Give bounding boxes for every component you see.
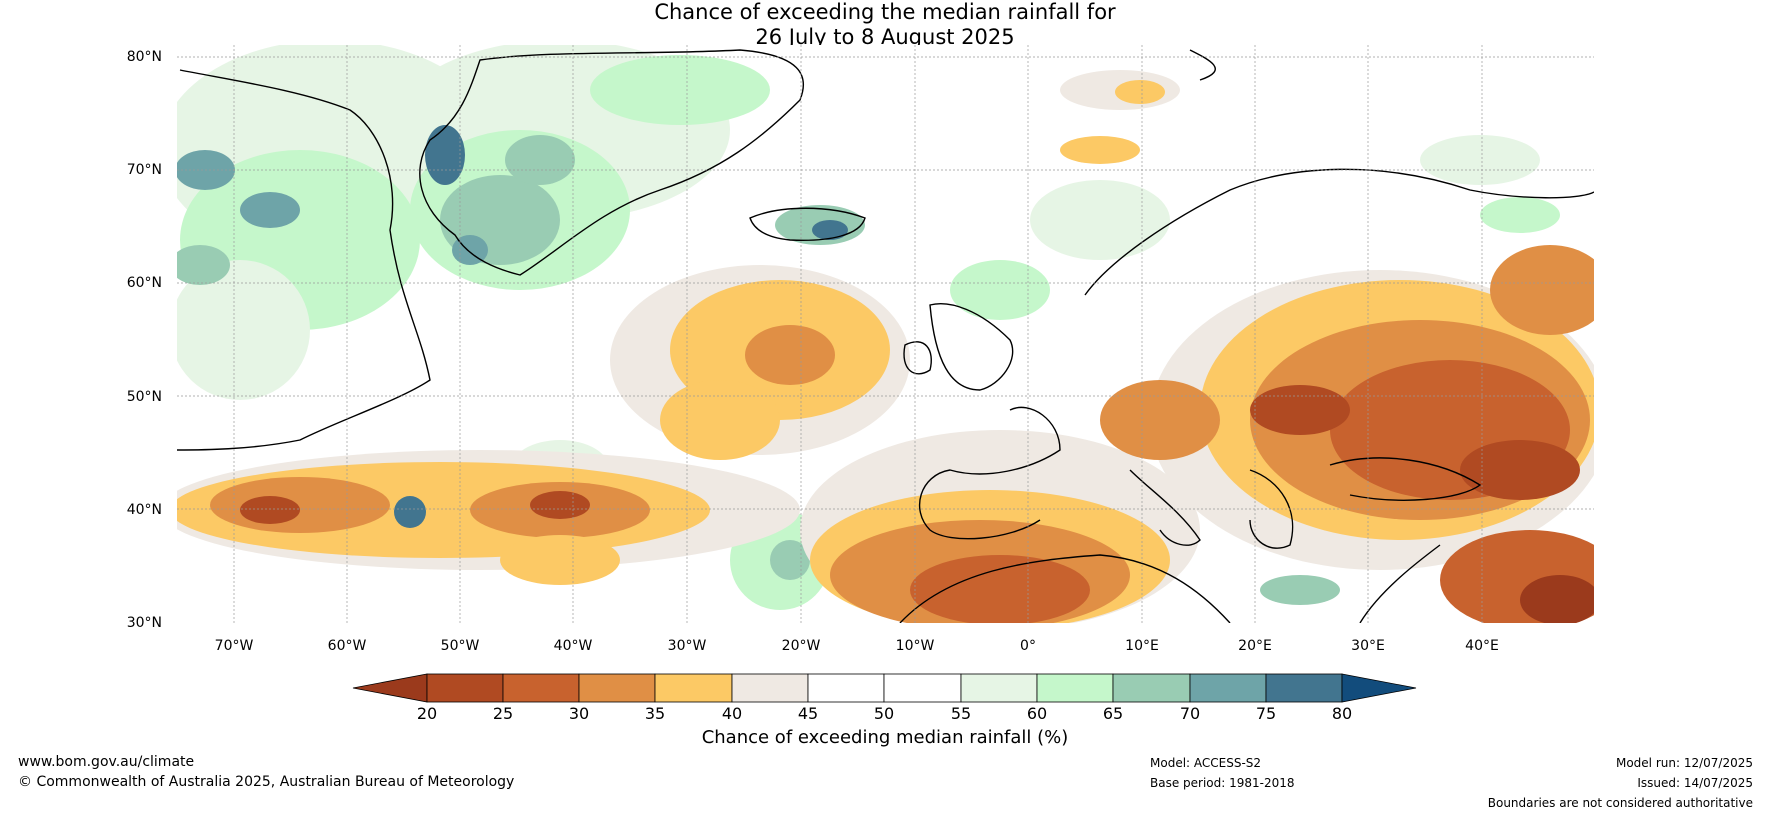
colorbar-bin-65-70	[1112, 673, 1191, 703]
footer-copyright: © Commonwealth of Australia 2025, Austra…	[18, 774, 515, 790]
colorbar-tick-65: 65	[1103, 704, 1123, 723]
colorbar-extend-low	[352, 673, 428, 703]
lon-label-40w: 40°W	[554, 638, 593, 654]
colorbar-bin-70-75	[1189, 673, 1267, 703]
lon-label-70w: 70°W	[215, 638, 254, 654]
map-title: Chance of exceeding the median rainfall …	[0, 0, 1770, 50]
colorbar	[352, 673, 1417, 703]
footer-base-period: Base period: 1981-2018	[1150, 776, 1295, 790]
lat-label-70n: 70°N	[127, 162, 162, 178]
lon-label-0: 0°	[1020, 638, 1036, 654]
levant-coast	[1359, 544, 1441, 623]
latitude-labels: 80°N 70°N 60°N 50°N 40°N 30°N	[127, 49, 162, 631]
colorbar-tick-75: 75	[1256, 704, 1276, 723]
colorbar-tick-40: 40	[722, 704, 742, 723]
colorbar-bin-25-30	[502, 673, 580, 703]
colorbar-bin-55-60	[960, 673, 1038, 703]
colorbar-tick-20: 20	[417, 704, 437, 723]
colorbar-bin-20-25	[426, 673, 504, 703]
greenland-coast	[419, 49, 804, 276]
footer-website: www.bom.gov.au/climate	[18, 754, 195, 770]
lon-label-60w: 60°W	[328, 638, 367, 654]
great-britain-coast	[929, 303, 1014, 391]
black-sea-coast	[1329, 457, 1482, 501]
colorbar-tick-55: 55	[951, 704, 971, 723]
western-europe-coast	[919, 406, 1061, 540]
lon-label-30w: 30°W	[668, 638, 707, 654]
footer-disclaimer: Boundaries are not considered authoritat…	[1487, 796, 1753, 810]
lon-label-40e: 40°E	[1465, 638, 1499, 654]
lat-label-80n: 80°N	[127, 49, 162, 65]
colorbar-bin-30-35	[578, 673, 656, 703]
longitude-labels: 70°W 60°W 50°W 40°W 30°W 20°W 10°W 0° 10…	[215, 638, 1499, 654]
lon-label-30e: 30°E	[1351, 638, 1385, 654]
colorbar-bin-60-65	[1036, 673, 1114, 703]
graticule	[177, 45, 1594, 623]
colorbar-ticks: 20 25 30 35 40 45 50 55 60 65 70 75 80	[417, 704, 1352, 723]
footer-model-run: Model run: 12/07/2025	[1615, 756, 1753, 770]
title-line-1: Chance of exceeding the median rainfall …	[654, 0, 1116, 24]
colorbar-extend-high	[1341, 673, 1417, 703]
italy-coast	[1129, 469, 1201, 546]
footer-model: Model: ACCESS-S2	[1150, 756, 1262, 770]
lon-label-20w: 20°W	[782, 638, 821, 654]
lon-label-10w: 10°W	[896, 638, 935, 654]
colorbar-bin-75-80	[1265, 673, 1343, 703]
ireland-coast	[903, 341, 932, 375]
lat-label-40n: 40°N	[127, 502, 162, 518]
colorbar-tick-50: 50	[874, 704, 894, 723]
colorbar-bin-35-40	[654, 673, 733, 703]
colorbar-bin-45-50	[807, 673, 885, 703]
colorbar-bin-40-45	[731, 673, 809, 703]
colorbar-tick-35: 35	[645, 704, 665, 723]
colorbar-tick-70: 70	[1180, 704, 1200, 723]
lon-label-10e: 10°E	[1125, 638, 1159, 654]
lon-label-20e: 20°E	[1238, 638, 1272, 654]
coastlines	[177, 49, 1594, 623]
colorbar-tick-25: 25	[493, 704, 513, 723]
colorbar-bin-50-55	[883, 673, 962, 703]
map-panel	[177, 45, 1594, 623]
lat-label-30n: 30°N	[127, 615, 162, 631]
colorbar-title: Chance of exceeding median rainfall (%)	[701, 727, 1069, 748]
colorbar-tick-60: 60	[1027, 704, 1047, 723]
scandinavia-coast	[1084, 168, 1594, 296]
lon-label-50w: 50°W	[441, 638, 480, 654]
colorbar-tick-80: 80	[1332, 704, 1352, 723]
footer-issued: Issued: 14/07/2025	[1637, 776, 1753, 790]
lat-label-50n: 50°N	[127, 389, 162, 405]
north-america-coast	[177, 69, 431, 451]
balkans-coast	[1249, 469, 1294, 549]
lat-label-60n: 60°N	[127, 275, 162, 291]
svalbard-coast	[1189, 49, 1216, 81]
iceland-coast	[749, 207, 866, 242]
dry-signal-areas	[177, 70, 1594, 623]
colorbar-tick-45: 45	[798, 704, 818, 723]
colorbar-tick-30: 30	[569, 704, 589, 723]
north-africa-coast	[899, 554, 1231, 623]
